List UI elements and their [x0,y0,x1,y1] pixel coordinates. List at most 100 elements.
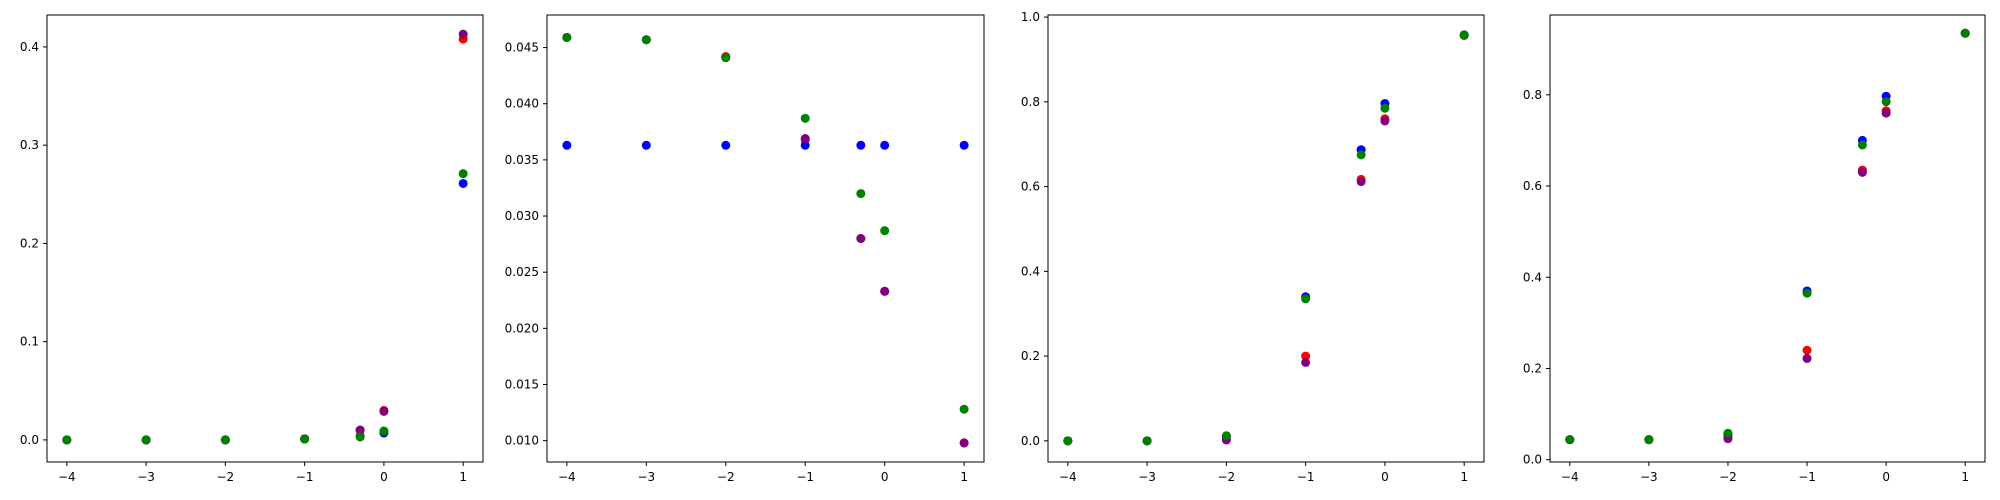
y-tick-label: 0.1 [20,335,39,349]
data-point [1459,30,1469,40]
x-tick-label: 0 [1882,470,1890,484]
y-tick-label: 0.030 [505,209,539,223]
y-tick-label: 0.8 [1523,88,1542,102]
data-point [1356,150,1366,160]
y-tick-label: 0.2 [1021,349,1040,363]
x-tick-label: −3 [1138,470,1156,484]
data-point [856,140,866,150]
y-tick-label: 0.010 [505,434,539,448]
data-point [1142,436,1152,446]
series-4-points [1565,28,1970,445]
data-point [220,435,230,445]
subplot-panels: 0.00.10.20.30.4−4 −3 −2 −1 0 10.0100.0150.020… [20,10,1986,484]
y-tick-label: 0.020 [505,321,539,335]
y-tick-label: 0.040 [505,97,539,111]
data-point [355,425,365,435]
data-point [959,404,969,414]
data-point [800,140,810,150]
y-tick-label: 0.6 [1021,180,1040,194]
data-point [880,226,890,236]
data-point [562,32,572,42]
data-point [379,426,389,436]
data-point [880,286,890,296]
data-point [800,134,810,144]
data-point [1960,28,1970,38]
x-tick-label: 1 [960,470,968,484]
data-point [641,140,651,150]
x-tick-label: −3 [1640,470,1658,484]
x-tick-label: −1 [1798,470,1816,484]
data-point [1063,436,1073,446]
data-point [1301,357,1311,367]
x-tick-label: −2 [1218,470,1236,484]
y-tick-label: 0.2 [1523,361,1542,375]
data-point [141,435,151,445]
data-point [1857,167,1867,177]
series-4-points [62,169,468,445]
y-tick-label: 0.015 [505,378,539,392]
series-2-points [562,140,969,150]
data-point [1221,431,1231,441]
x-tick-label: −2 [217,470,235,484]
x-tick-label: 1 [459,470,467,484]
y-tick-label: 0.025 [505,265,539,279]
y-tick-label: 0.3 [20,138,39,152]
data-point [1380,116,1390,126]
axes-frame [546,14,985,463]
x-tick-label: 0 [1381,470,1389,484]
y-tick-label: 0.0 [1021,434,1040,448]
data-point [1802,345,1812,355]
x-tick-label: −4 [1561,470,1579,484]
data-point [458,29,468,39]
data-point [1881,97,1891,107]
data-point [458,178,468,188]
y-tick-label: 0.0 [20,433,39,447]
data-point [880,140,890,150]
subplot-3: 0.0 0.2 0.4 0.6 0.8 1.0 −4 −3 −2 −1 0 1 [1021,10,1485,484]
x-tick-label: −4 [58,470,76,484]
data-point [856,234,866,243]
data-point [959,438,969,448]
x-tick-label: −2 [717,470,735,484]
data-point [1802,288,1812,298]
data-point [1802,353,1812,363]
x-tick-label: −3 [137,470,155,484]
y-tick-label: 0.6 [1523,179,1542,193]
y-tick-label: 0.035 [505,153,539,167]
data-point [62,435,72,445]
data-point [1565,435,1575,445]
data-point [1881,108,1891,118]
x-tick-label: 0 [881,470,889,484]
y-tick-label: 0.0 [1523,453,1542,467]
y-tick-label: 0.2 [20,236,39,250]
data-point [300,434,310,444]
data-point [1380,103,1390,113]
data-point [1857,140,1867,150]
data-point [1644,435,1654,445]
series-4-points [562,32,969,414]
x-tick-label: −3 [637,470,655,484]
data-point [1723,428,1733,438]
x-tick-label: −1 [796,470,814,484]
x-tick-label: −2 [1719,470,1737,484]
y-tick-label: 0.4 [20,40,39,54]
data-point [800,113,810,123]
y-tick-label: 0.4 [1523,270,1542,284]
series-4-points [1063,30,1469,446]
data-point [1356,177,1366,187]
data-point [641,35,651,45]
data-point [562,140,572,150]
x-tick-label: −4 [1059,470,1077,484]
x-tick-label: −1 [296,470,314,484]
x-tick-label: −1 [1297,470,1315,484]
subplot-1: 0.0 0.1 0.2 0.3 0.4 −4 −3 −2 −1 0 1 [20,14,484,484]
data-point [1301,351,1311,361]
axes-frame [1549,14,1986,463]
data-point [721,53,731,63]
x-tick-label: 0 [380,470,388,484]
subplot-2: 0.010 0.015 0.020 0.025 0.030 0.035 0.040 0.045… [505,14,985,484]
data-point [355,432,365,442]
axes-frame [1047,14,1485,463]
